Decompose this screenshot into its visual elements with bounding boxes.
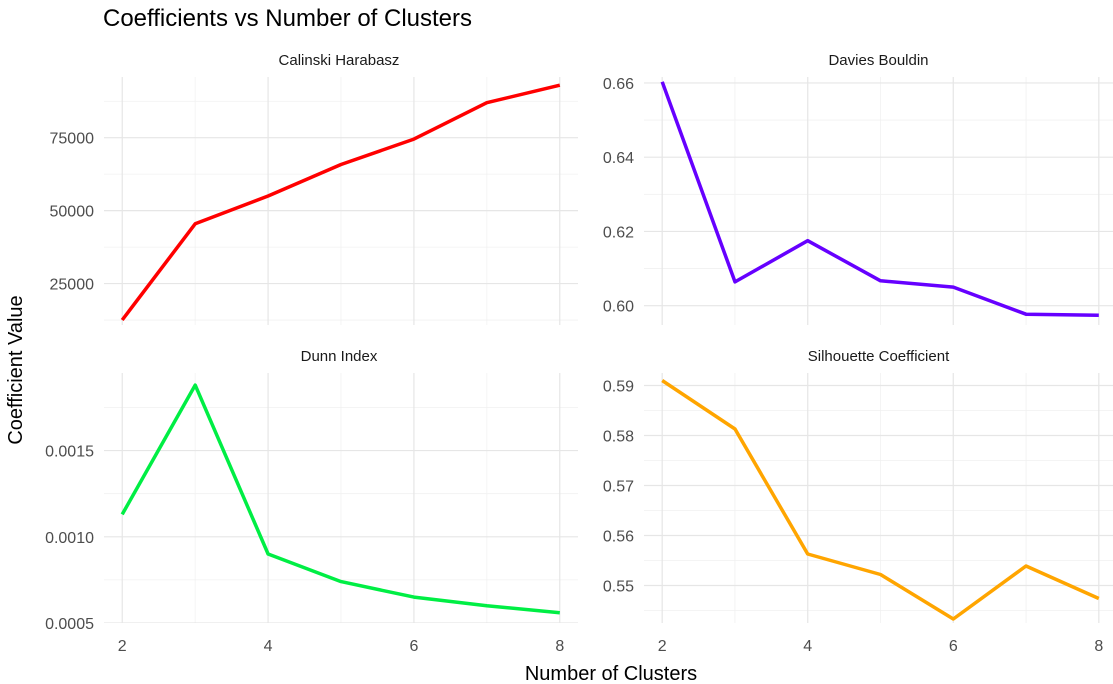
series-line — [120, 83, 561, 322]
x-tick-label: 8 — [555, 638, 564, 655]
panel-1: Calinski Harabasz 25000 50000 75000 — [50, 52, 578, 325]
facet-title: Davies Bouldin — [828, 52, 928, 69]
y-tick-label: 0.55 — [603, 579, 634, 596]
y-tick-label: 0.58 — [603, 429, 634, 446]
y-tick-label: 0.0005 — [45, 616, 94, 633]
y-axis-title: Coefficient Value — [5, 295, 27, 444]
y-tick-label: 50000 — [50, 204, 95, 221]
y-tick-label: 0.66 — [603, 76, 634, 93]
x-tick-label: 6 — [409, 638, 418, 655]
x-tick-label: 8 — [1094, 638, 1103, 655]
y-tick-label: 0.0010 — [45, 530, 94, 547]
y-tick-label: 0.60 — [603, 299, 634, 316]
x-tick-label: 6 — [949, 638, 958, 655]
y-tick-label: 0.59 — [603, 379, 634, 396]
facet-title: Dunn Index — [301, 348, 378, 365]
chart-title: Coefficients vs Number of Clusters — [103, 5, 472, 32]
facet-title: Calinski Harabasz — [279, 52, 400, 69]
x-tick-label: 2 — [658, 638, 667, 655]
x-tick-label: 4 — [803, 638, 812, 655]
panel-grid — [104, 373, 578, 623]
series-line — [660, 81, 1099, 318]
x-axis-title: Number of Clusters — [525, 663, 697, 684]
y-tick-label: 0.57 — [603, 479, 634, 496]
y-tick-label: 75000 — [50, 131, 95, 148]
series-line — [661, 379, 1100, 621]
panel-3: Dunn Index 0.0005 0.0010 0.0015 2 4 6 8 — [45, 348, 578, 655]
panel-grid — [644, 77, 1113, 325]
panel-2: Davies Bouldin 0.60 0.62 0.64 0.66 — [603, 52, 1113, 325]
y-tick-label: 0.62 — [603, 224, 634, 241]
y-tick-label: 0.56 — [603, 529, 634, 546]
panel-grid — [644, 373, 1113, 623]
y-tick-label: 0.64 — [603, 150, 634, 167]
y-tick-label: 0.0015 — [45, 444, 94, 461]
y-tick-label: 25000 — [50, 277, 95, 294]
x-tick-label: 2 — [118, 638, 127, 655]
x-tick-label: 4 — [264, 638, 273, 655]
facet-title: Silhouette Coefficient — [808, 348, 950, 365]
series-line — [120, 383, 560, 615]
panel-4: Silhouette Coefficient 0.55 0.56 0.57 0.58 0.… — [603, 348, 1113, 655]
panel-grid — [104, 77, 578, 325]
facet-panels: Calinski Harabasz 25000 50000 75000 Davies B… — [45, 52, 1113, 655]
